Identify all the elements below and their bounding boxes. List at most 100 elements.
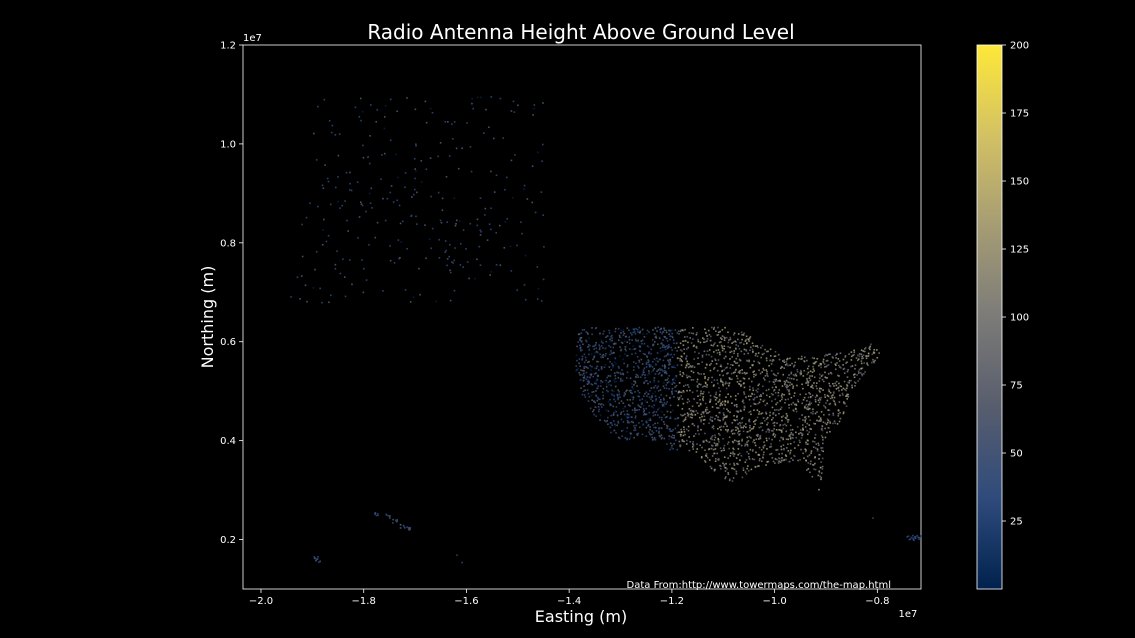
antenna-point xyxy=(402,220,404,223)
antenna-point xyxy=(704,381,707,384)
antenna-point xyxy=(598,408,601,411)
antenna-point xyxy=(827,409,830,411)
antenna-point xyxy=(346,219,348,222)
antenna-point xyxy=(764,348,766,351)
antenna-point xyxy=(657,360,659,363)
antenna-point xyxy=(737,355,739,357)
antenna-point xyxy=(747,352,749,355)
antenna-point xyxy=(841,389,843,391)
antenna-point xyxy=(812,365,814,368)
antenna-point xyxy=(854,382,857,384)
antenna-point xyxy=(658,430,660,433)
antenna-point xyxy=(727,410,729,412)
antenna-point xyxy=(662,405,664,407)
antenna-point xyxy=(832,412,835,415)
antenna-point xyxy=(435,300,438,303)
antenna-point xyxy=(649,419,652,421)
antenna-point xyxy=(738,364,740,367)
antenna-point xyxy=(414,177,416,180)
antenna-point xyxy=(709,416,712,419)
antenna-point xyxy=(758,446,761,449)
antenna-point xyxy=(796,384,798,387)
antenna-point xyxy=(838,360,841,362)
antenna-point xyxy=(726,382,728,385)
antenna-point xyxy=(726,362,729,365)
antenna-point xyxy=(673,379,676,381)
antenna-point xyxy=(723,369,725,371)
antenna-point xyxy=(656,357,658,360)
antenna-point xyxy=(816,357,819,360)
antenna-point xyxy=(691,414,694,416)
antenna-point xyxy=(612,405,615,408)
antenna-point xyxy=(704,402,707,405)
antenna-point xyxy=(714,396,717,399)
antenna-point xyxy=(591,327,593,329)
antenna-point xyxy=(645,362,647,364)
antenna-point xyxy=(843,402,845,404)
antenna-point xyxy=(706,350,709,353)
antenna-point xyxy=(829,402,832,405)
antenna-point xyxy=(711,426,714,429)
antenna-point xyxy=(658,336,660,339)
antenna-point xyxy=(816,411,818,413)
antenna-point xyxy=(763,352,765,355)
antenna-point xyxy=(581,355,584,358)
antenna-point xyxy=(839,417,842,420)
antenna-point xyxy=(784,383,786,386)
antenna-point xyxy=(629,377,632,380)
antenna-point xyxy=(737,352,739,355)
antenna-point xyxy=(814,398,817,401)
antenna-point xyxy=(821,457,824,460)
antenna-point xyxy=(593,382,596,385)
antenna-point xyxy=(648,365,651,368)
antenna-point xyxy=(638,345,641,347)
antenna-point xyxy=(705,439,708,442)
antenna-point xyxy=(824,405,826,408)
antenna-point xyxy=(714,448,717,450)
antenna-point xyxy=(683,419,686,421)
antenna-point xyxy=(837,415,840,417)
x-tick-label: −1.0 xyxy=(762,596,786,607)
antenna-point xyxy=(596,377,598,380)
antenna-point xyxy=(584,396,587,398)
antenna-point xyxy=(669,363,672,365)
antenna-point xyxy=(694,351,696,353)
antenna-point xyxy=(686,439,688,442)
antenna-point xyxy=(595,380,597,383)
antenna-point xyxy=(593,400,595,402)
antenna-point xyxy=(723,456,726,459)
antenna-point xyxy=(653,377,656,379)
antenna-point xyxy=(810,452,812,454)
antenna-point xyxy=(821,425,824,427)
antenna-point xyxy=(632,396,635,399)
antenna-point xyxy=(710,447,713,450)
antenna-point xyxy=(632,345,634,347)
antenna-point xyxy=(858,355,861,358)
antenna-point xyxy=(750,380,753,383)
antenna-point xyxy=(794,361,797,364)
antenna-point xyxy=(732,447,734,450)
antenna-point xyxy=(712,427,715,430)
antenna-point xyxy=(621,435,624,437)
antenna-point xyxy=(801,434,804,437)
antenna-point xyxy=(766,370,768,373)
antenna-point xyxy=(754,354,757,357)
antenna-point xyxy=(829,430,831,433)
antenna-point xyxy=(399,256,401,259)
antenna-point xyxy=(756,416,759,419)
antenna-point xyxy=(541,160,543,162)
antenna-point xyxy=(334,267,337,270)
antenna-point xyxy=(396,518,398,521)
antenna-point xyxy=(731,467,733,470)
antenna-point xyxy=(710,355,713,358)
antenna-point xyxy=(727,400,729,403)
antenna-point xyxy=(822,361,825,364)
antenna-point xyxy=(469,222,472,225)
antenna-point xyxy=(829,372,832,374)
antenna-point xyxy=(639,330,642,333)
antenna-point xyxy=(613,379,615,382)
antenna-point xyxy=(906,536,908,538)
antenna-point xyxy=(679,391,682,393)
antenna-point xyxy=(765,357,768,360)
antenna-point xyxy=(826,418,829,421)
